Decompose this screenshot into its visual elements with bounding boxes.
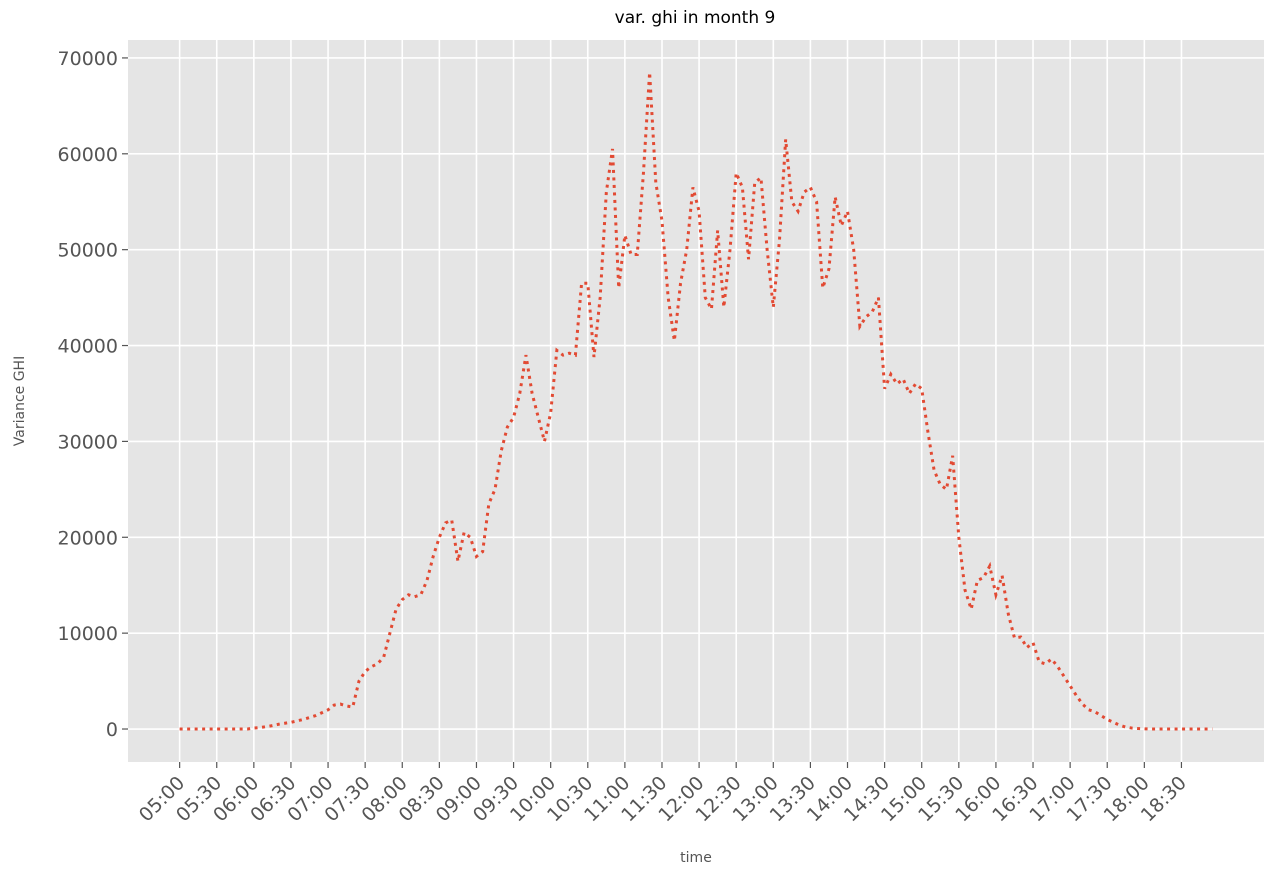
- y-axis-label: Variance GHI: [12, 356, 28, 446]
- chart-title: var. ghi in month 9: [615, 8, 776, 28]
- y-tick-label: 60000: [58, 144, 118, 166]
- y-tick-label: 40000: [58, 336, 118, 358]
- x-axis-label: time: [680, 850, 712, 866]
- y-tick-label: 0: [106, 719, 118, 741]
- y-tick-label: 70000: [58, 48, 118, 70]
- y-tick-label: 10000: [58, 623, 118, 645]
- y-tick-label: 50000: [58, 240, 118, 262]
- y-tick-label: 20000: [58, 527, 118, 549]
- y-tick-label: 30000: [58, 431, 118, 453]
- plot-background: [128, 40, 1264, 762]
